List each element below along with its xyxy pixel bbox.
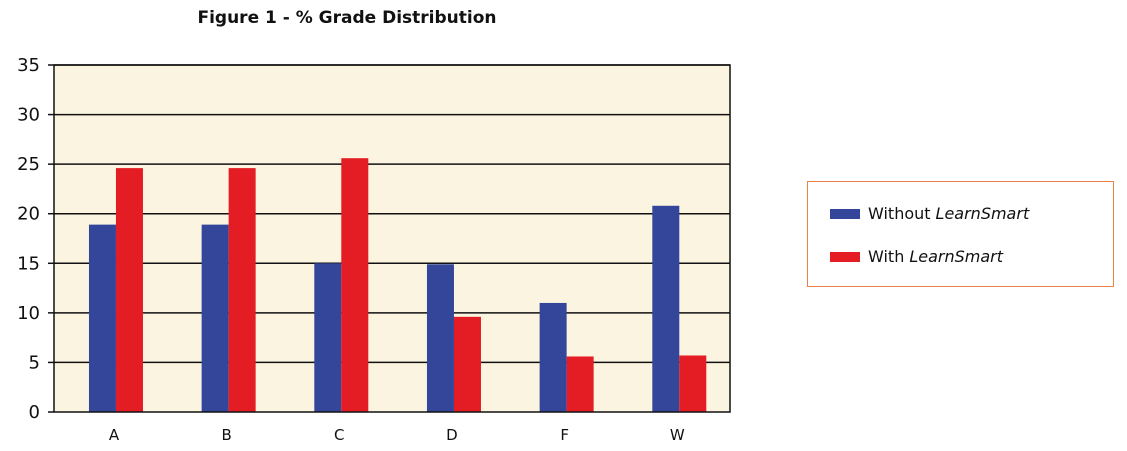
y-tick-label: 0 bbox=[29, 402, 40, 423]
x-tick-label: D bbox=[446, 426, 458, 444]
bar-with-a bbox=[115, 168, 143, 412]
bar-without-d bbox=[426, 264, 454, 412]
chart-title: Figure 1 - % Grade Distribution bbox=[197, 8, 497, 28]
legend-item-without: Without LearnSmart bbox=[830, 204, 1029, 223]
legend-label-with-prefix: With bbox=[868, 247, 905, 266]
x-tick-label: A bbox=[109, 426, 120, 444]
bar-with-c bbox=[341, 158, 369, 412]
legend-label-without-prefix: Without bbox=[868, 204, 931, 223]
bar-with-d bbox=[453, 316, 481, 412]
y-tick-label: 30 bbox=[17, 105, 40, 126]
legend-swatch-with bbox=[830, 251, 860, 262]
bar-without-c bbox=[314, 263, 342, 412]
plot-frame bbox=[53, 64, 731, 413]
legend-label-without-emphasis: LearnSmart bbox=[935, 204, 1030, 223]
plot-area bbox=[54, 65, 730, 412]
chart-legend: Without LearnSmart With LearnSmart bbox=[807, 181, 1114, 287]
y-tick-label: 35 bbox=[17, 55, 40, 76]
x-tick-label: W bbox=[670, 426, 685, 444]
y-tick-label: 20 bbox=[17, 204, 40, 225]
bar-with-w bbox=[679, 355, 707, 412]
y-tick-label: 5 bbox=[29, 352, 40, 373]
x-tick-label: C bbox=[334, 426, 344, 444]
y-tick-label: 10 bbox=[17, 303, 40, 324]
bar-without-w bbox=[652, 205, 680, 412]
x-tick-label: B bbox=[221, 426, 231, 444]
bar-with-f bbox=[566, 356, 594, 412]
y-tick-label: 15 bbox=[17, 253, 40, 274]
bar-with-b bbox=[228, 168, 256, 412]
legend-label-with-emphasis: LearnSmart bbox=[909, 247, 1004, 266]
legend-swatch-without bbox=[830, 208, 860, 219]
bar-without-f bbox=[539, 302, 567, 412]
x-tick-label: F bbox=[560, 426, 569, 444]
y-tick-label: 25 bbox=[17, 154, 40, 175]
legend-item-with: With LearnSmart bbox=[830, 247, 1003, 266]
bar-without-a bbox=[88, 224, 116, 412]
bar-without-b bbox=[201, 224, 229, 412]
